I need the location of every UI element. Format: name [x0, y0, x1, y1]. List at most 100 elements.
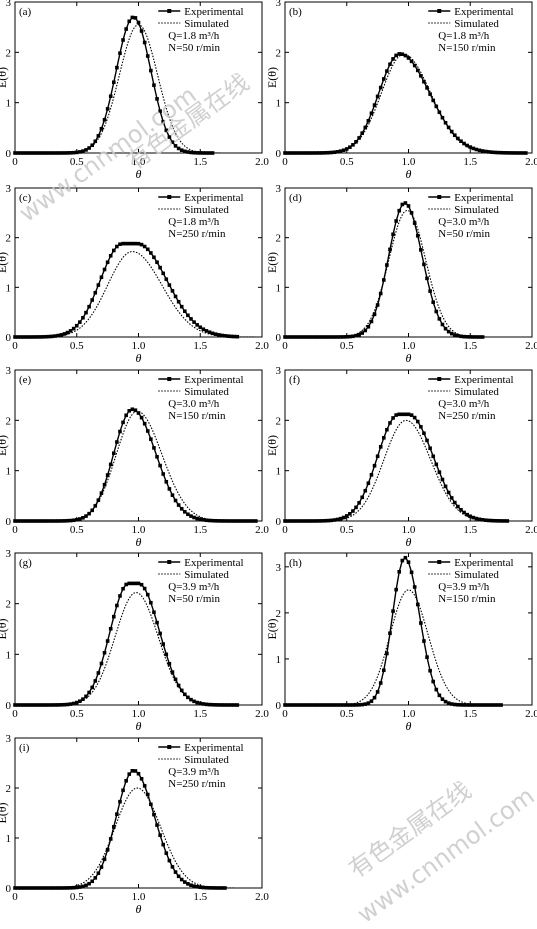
experimental-point [195, 323, 199, 327]
experimental-point [167, 661, 172, 666]
experimental-point [298, 703, 303, 707]
panel-label: (e) [19, 374, 32, 386]
legend-flow-rate: Q=1.8 m³/h [168, 30, 220, 42]
experimental-point [28, 151, 33, 155]
experimental-point [462, 141, 466, 146]
experimental-point [412, 63, 417, 68]
experimental-point [25, 335, 30, 339]
experimental-point [112, 451, 116, 456]
experimental-point [189, 883, 193, 888]
experimental-point [65, 330, 70, 335]
experimental-point [400, 412, 405, 417]
x-tick-label: 1.0 [132, 708, 146, 720]
experimental-point [173, 677, 178, 682]
experimental-point [372, 312, 377, 317]
experimental-point [354, 505, 358, 510]
experimental-point [81, 884, 85, 889]
experimental-point [348, 703, 352, 707]
experimental-point [428, 446, 432, 451]
experimental-point [428, 289, 432, 293]
experimental-point [142, 244, 147, 249]
experimental-point [176, 146, 181, 151]
experimental-point [422, 431, 426, 436]
experimental-point [449, 331, 454, 336]
experimental-point [22, 886, 27, 890]
experimental-point [179, 507, 184, 511]
experimental-point [283, 703, 287, 707]
experimental-point [62, 151, 67, 155]
experimental-point [158, 631, 162, 636]
x-tick-label: 0 [12, 708, 18, 720]
legend-flow-rate: Q=3.0 m³/h [438, 216, 490, 228]
experimental-point [50, 886, 54, 890]
experimental-point [195, 700, 199, 705]
experimental-point [406, 560, 411, 564]
experimental-point [298, 519, 303, 523]
experimental-point [385, 69, 389, 73]
experimental-point [283, 151, 287, 155]
experimental-point [369, 319, 374, 324]
y-tick-label: 0 [6, 332, 12, 344]
experimental-point [34, 519, 39, 523]
experimental-point [133, 241, 138, 246]
experimental-point [22, 519, 27, 523]
experimental-point [201, 518, 206, 522]
experimental-point [456, 334, 460, 338]
legend-rotation-speed: N=250 r/min [168, 778, 226, 790]
y-tick-label: 3 [276, 0, 282, 9]
experimental-point [378, 681, 383, 685]
panel-label: (g) [19, 557, 32, 569]
experimental-point [403, 555, 408, 560]
experimental-point [520, 151, 525, 155]
legend-simulated-label: Simulated [184, 386, 229, 398]
experimental-point [375, 690, 380, 694]
experimental-point [155, 97, 159, 101]
experimental-point [446, 125, 451, 130]
experimental-point [351, 509, 355, 513]
experimental-point [96, 134, 101, 138]
experimental-point [31, 151, 36, 155]
experimental-point [254, 519, 258, 523]
y-tick-label: 3 [6, 365, 12, 377]
legend-experimental-label: Experimental [184, 374, 243, 386]
experimental-point [317, 519, 321, 523]
experimental-point [118, 242, 122, 247]
experimental-point [71, 701, 76, 706]
experimental-point [93, 876, 98, 880]
experimental-point [301, 519, 306, 523]
experimental-point [158, 833, 162, 837]
experimental-point [490, 703, 494, 707]
x-tick-label: 1.5 [463, 708, 477, 720]
panel-label: (a) [19, 6, 32, 18]
experimental-point [323, 518, 327, 523]
experimental-point [53, 151, 57, 155]
experimental-point [422, 79, 426, 84]
experimental-point [220, 886, 224, 890]
experimental-point [121, 420, 125, 425]
experimental-point [105, 260, 110, 265]
experimental-point [363, 488, 368, 493]
experimental-point [28, 886, 33, 890]
y-tick-label: 3 [6, 733, 12, 745]
experimental-point [139, 242, 144, 247]
experimental-point [477, 335, 482, 339]
y-tick-label: 0 [6, 883, 12, 895]
experimental-point [56, 333, 61, 338]
experimental-point [136, 411, 141, 415]
experimental-point [443, 326, 448, 331]
experimental-point [124, 582, 128, 587]
experimental-point [247, 519, 252, 523]
experimental-point [216, 519, 221, 523]
experimental-point [155, 620, 159, 625]
panel-label: (b) [289, 6, 302, 18]
experimental-point [326, 150, 331, 155]
experimental-point [232, 703, 237, 707]
legend-simulated-label: Simulated [184, 204, 229, 216]
legend-flow-rate: Q=1.8 m³/h [168, 216, 220, 228]
experimental-point [62, 332, 67, 336]
experimental-point [50, 334, 54, 339]
experimental-point [105, 473, 110, 477]
legend-experimental-label: Experimental [184, 742, 243, 754]
experimental-point [164, 479, 169, 484]
experimental-point [115, 65, 119, 70]
